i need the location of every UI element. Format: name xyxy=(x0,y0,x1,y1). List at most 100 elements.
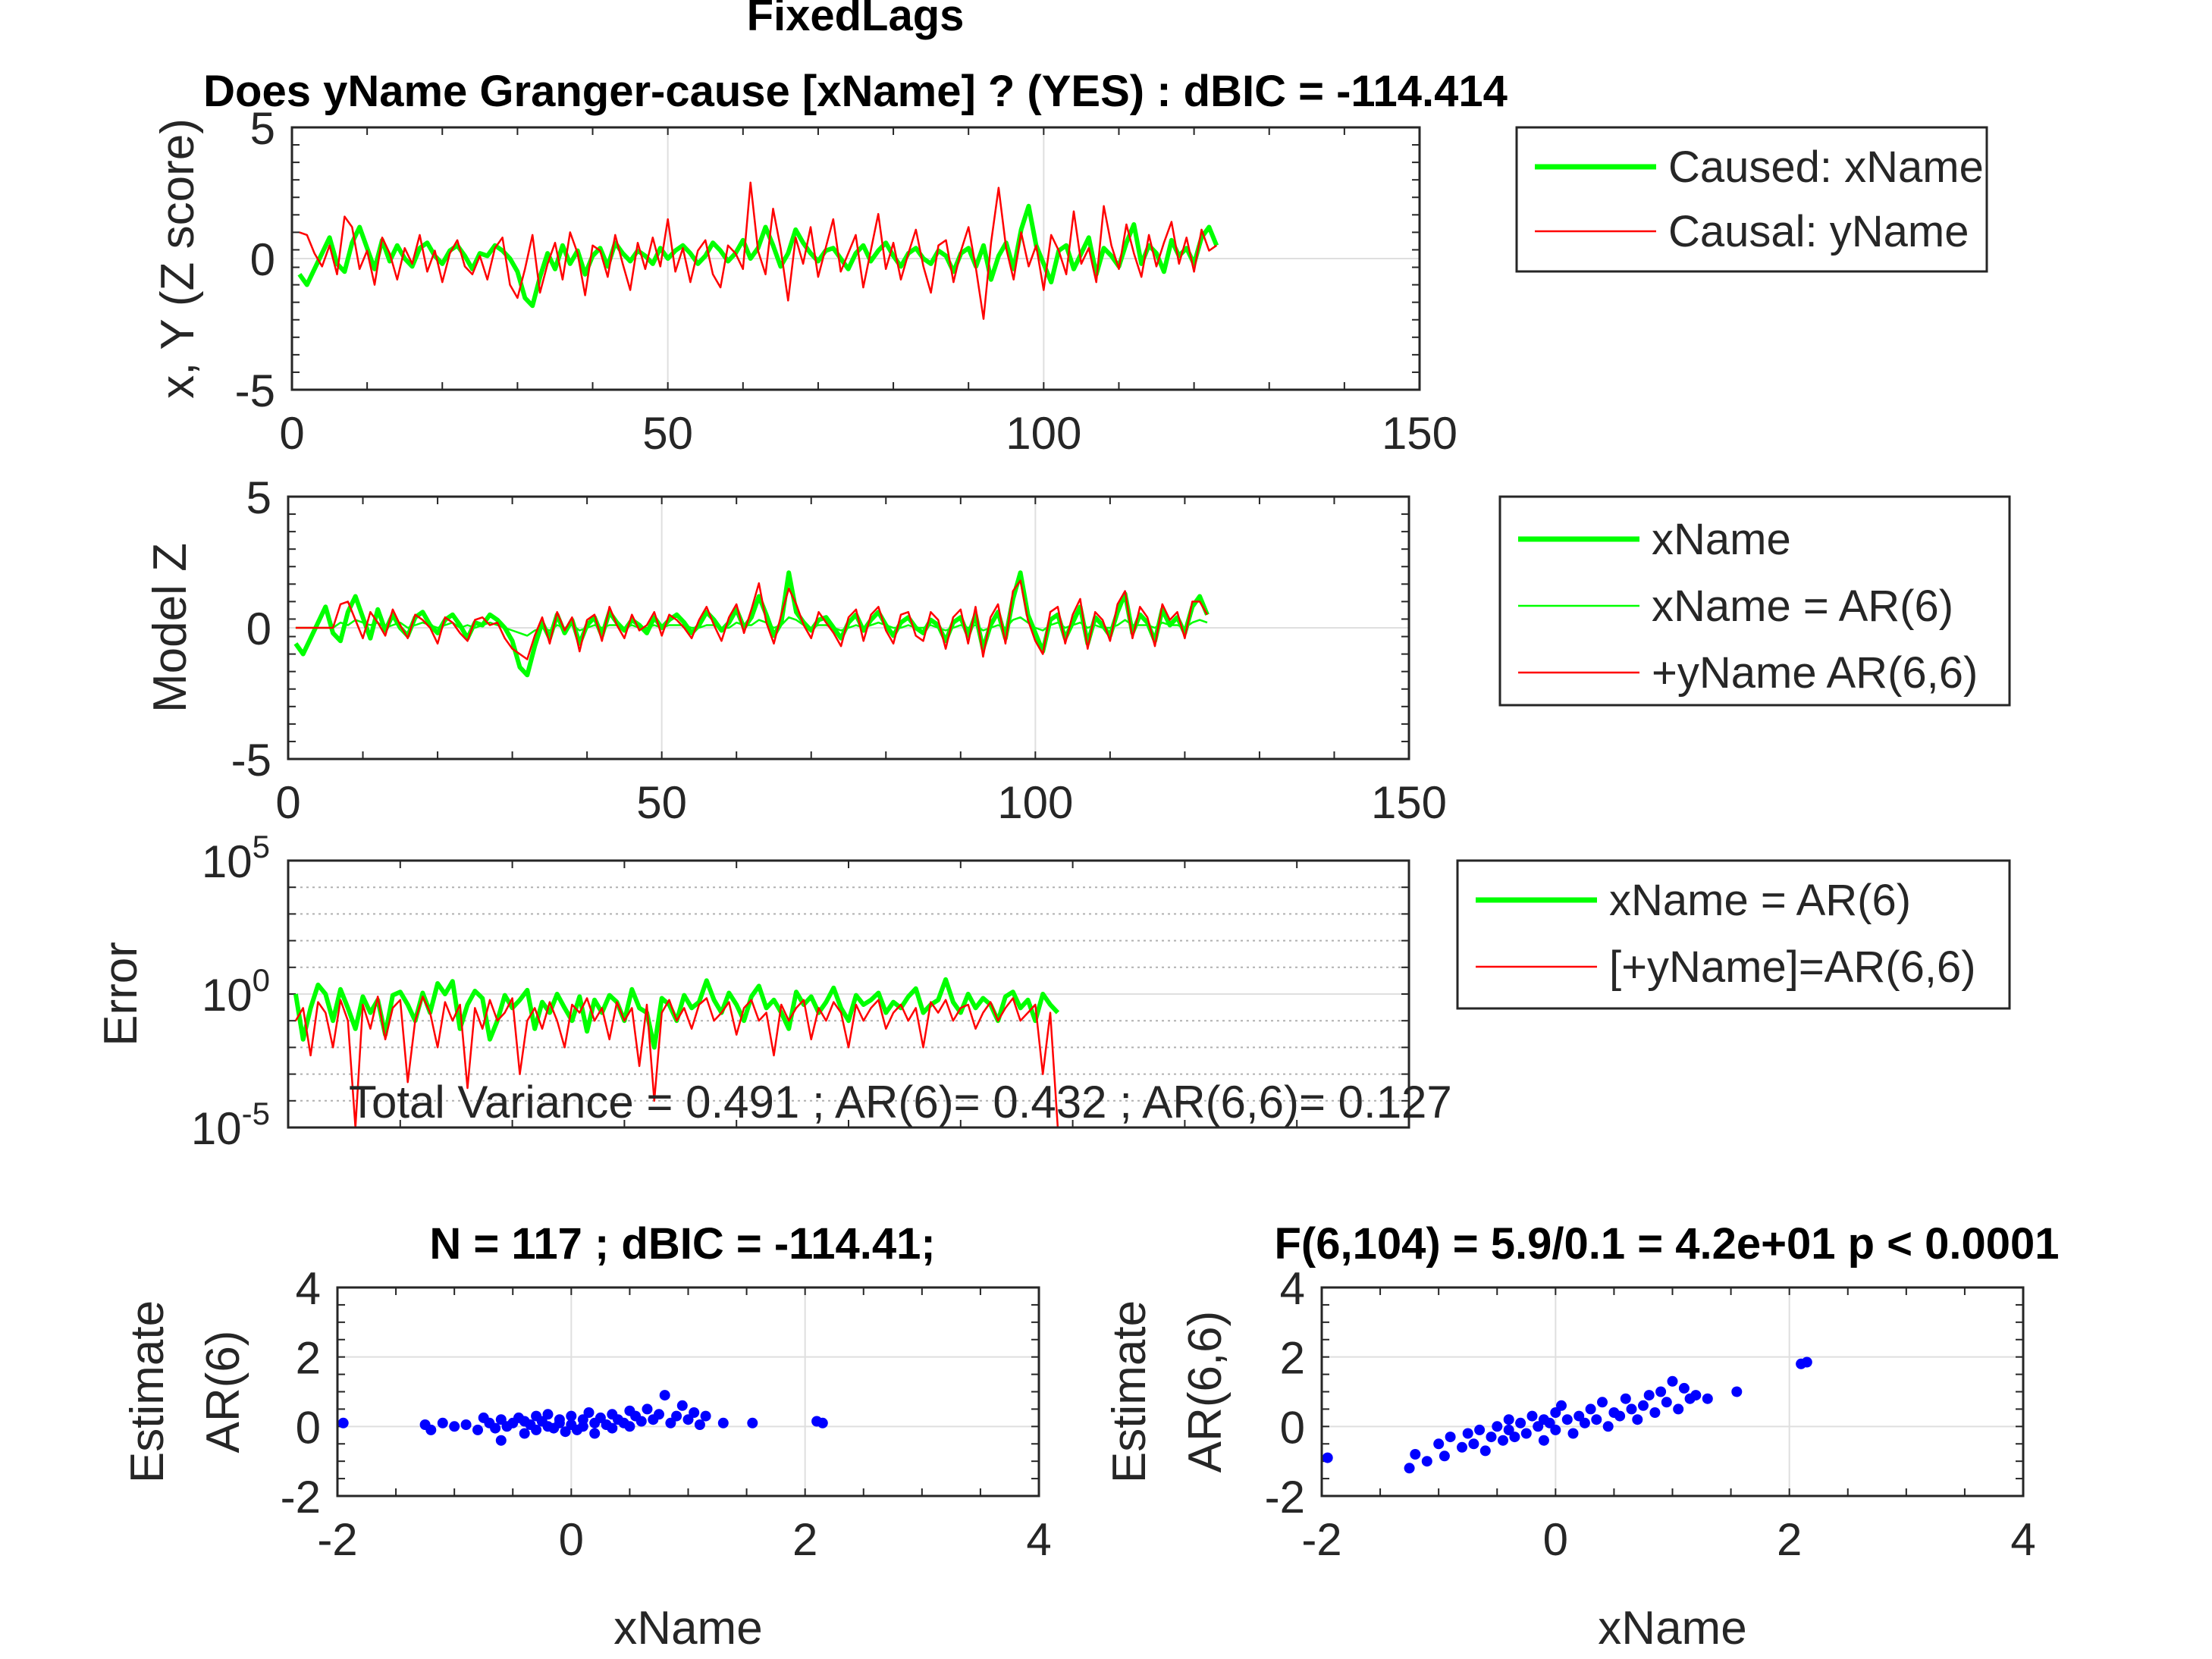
x-tick-label: 4 xyxy=(1026,1514,1051,1565)
y-axis-label: x, Y (Z score) xyxy=(152,118,204,399)
x-axis-label: xName xyxy=(613,1602,762,1654)
scatter-point xyxy=(1673,1403,1684,1415)
scatter-point xyxy=(1550,1407,1561,1418)
scatter-point xyxy=(1678,1382,1690,1394)
series-line xyxy=(294,996,1059,1129)
figure-title: FixedLags xyxy=(747,0,965,40)
x-tick-label: 100 xyxy=(1006,408,1081,459)
scatter-point xyxy=(519,1428,530,1439)
scatter-point xyxy=(747,1417,758,1428)
scatter-point xyxy=(1421,1456,1432,1467)
legend-entry: xName = AR(6) xyxy=(1609,876,1911,925)
y-tick-label: 4 xyxy=(1280,1263,1305,1314)
scatter-point xyxy=(1661,1397,1672,1408)
y-tick-label: -5 xyxy=(231,735,271,786)
scatter-point xyxy=(671,1410,682,1422)
scatter-point xyxy=(1667,1375,1678,1387)
scatter-point xyxy=(659,1390,670,1401)
y-tick-label: -2 xyxy=(281,1472,321,1523)
scatter-point xyxy=(1561,1414,1573,1425)
x-tick-label: 0 xyxy=(559,1514,584,1565)
scatter-point xyxy=(1520,1428,1532,1439)
scatter-point xyxy=(1468,1438,1479,1450)
series-line xyxy=(295,579,1209,660)
scatter-point xyxy=(1486,1432,1497,1443)
scatter-ar66-panel: -2 0 2 4 -2 0 2 4 xName Estimate AR(6,6) F(6,104) =… xyxy=(1103,1219,2060,1654)
series-line xyxy=(299,181,1218,320)
scatter-point xyxy=(1579,1417,1590,1428)
scatter-point xyxy=(1620,1393,1631,1404)
scatter-point xyxy=(589,1428,601,1439)
scatter-point xyxy=(689,1407,700,1418)
legend-entry: [+yName]=AR(6,6) xyxy=(1609,942,1976,992)
scatter-point xyxy=(460,1419,472,1430)
scatter-point xyxy=(676,1400,688,1411)
variance-annotation: Total Variance = 0.491 ; AR(6)= 0.432 ; … xyxy=(349,1077,1452,1127)
x-tick-label: 0 xyxy=(275,777,300,828)
scatter-point xyxy=(700,1410,711,1422)
figure-subtitle: Does yName Granger-cause [xName] ? (YES)… xyxy=(203,67,1508,116)
legend-box xyxy=(1456,859,2011,1010)
scatter-point xyxy=(654,1409,664,1420)
y-tick-label: 4 xyxy=(296,1263,321,1314)
x-tick-label: 0 xyxy=(279,408,304,459)
scatter-point xyxy=(1801,1356,1812,1368)
y-axis-label: Estimate xyxy=(1103,1300,1156,1483)
scatter-point xyxy=(1643,1390,1655,1401)
scatter-point xyxy=(554,1417,565,1428)
y-tick-label: 100 xyxy=(202,962,270,1021)
y-tick-label: 0 xyxy=(246,604,271,654)
y-axis-label: AR(6,6) xyxy=(1179,1311,1232,1473)
x-tick-label: 0 xyxy=(1543,1514,1568,1565)
x-tick-label: 50 xyxy=(636,777,687,828)
scatter-point xyxy=(1515,1417,1526,1428)
scatter-point xyxy=(682,1414,694,1425)
y-tick-label: 2 xyxy=(1280,1333,1305,1384)
scatter-point xyxy=(1567,1428,1579,1439)
scatter-point xyxy=(1574,1410,1585,1422)
scatter-point xyxy=(337,1417,349,1428)
scatter-point xyxy=(1602,1421,1614,1432)
scatter-point xyxy=(1626,1403,1637,1415)
scatter-point xyxy=(531,1424,542,1435)
scatter-point xyxy=(1503,1414,1514,1425)
axes-box xyxy=(336,1286,1040,1497)
scatter-point xyxy=(1404,1463,1415,1474)
legend-entry: xName = AR(6) xyxy=(1652,582,1953,631)
scatter-point xyxy=(817,1417,828,1428)
series-line xyxy=(295,616,1208,637)
x-tick-label: -2 xyxy=(1301,1514,1341,1565)
y-tick-label: 0 xyxy=(250,234,275,285)
legend-entry: xName xyxy=(1652,515,1791,564)
scatter-point xyxy=(1702,1393,1713,1404)
x-axis-label: xName xyxy=(1598,1602,1746,1654)
scatter-point xyxy=(694,1419,705,1430)
scatter-point xyxy=(1632,1414,1643,1425)
axes-box xyxy=(1320,1286,2025,1497)
scatter-point xyxy=(1597,1397,1608,1408)
scatter-point xyxy=(642,1403,653,1415)
scatter-point xyxy=(1526,1410,1538,1422)
y-tick-label: 5 xyxy=(246,472,271,523)
scatter-point xyxy=(1445,1432,1456,1443)
y-tick-label: -5 xyxy=(235,365,275,416)
scatter-title: F(6,104) = 5.9/0.1 = 4.2e+01 p < 0.0001 xyxy=(1274,1219,2059,1269)
x-tick-label: 2 xyxy=(792,1514,817,1565)
y-tick-label: 5 xyxy=(250,103,275,154)
scatter-point xyxy=(1649,1407,1661,1418)
scatter-point xyxy=(1638,1400,1649,1411)
scatter-point xyxy=(1655,1386,1667,1397)
scatter-point xyxy=(717,1417,729,1428)
scatter-point xyxy=(1503,1424,1514,1435)
scatter-point xyxy=(1410,1449,1421,1460)
y-tick-label: 2 xyxy=(296,1333,321,1384)
scatter-title: N = 117 ; dBIC = -114.41; xyxy=(429,1219,935,1269)
y-axis-label: Estimate xyxy=(121,1300,174,1483)
scatter-point xyxy=(472,1424,483,1435)
legend-box xyxy=(1515,126,1988,273)
scatter-point xyxy=(624,1421,635,1432)
axes-border xyxy=(287,495,1410,761)
scatter-point xyxy=(1591,1414,1602,1425)
